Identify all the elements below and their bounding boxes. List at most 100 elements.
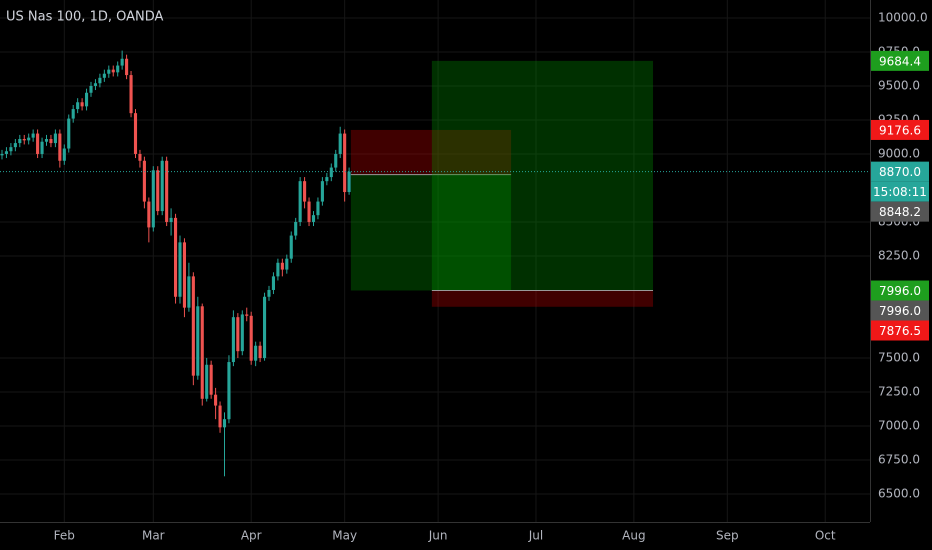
x-tick-label: Sep — [716, 529, 739, 543]
price-badge — [871, 280, 929, 301]
price-badge-label: 8848.2 — [879, 205, 921, 219]
candle-body — [169, 217, 173, 222]
candle-body — [49, 139, 53, 144]
x-tick-label: Aug — [622, 529, 645, 543]
candle-body — [129, 75, 133, 114]
candle-body — [316, 201, 320, 216]
candle-body — [178, 242, 182, 297]
grid — [0, 0, 870, 522]
candle-body — [93, 83, 98, 86]
x-tick-label: Mar — [142, 529, 165, 543]
candle-body — [196, 306, 200, 376]
candle-body — [173, 217, 178, 297]
candle-body — [329, 167, 333, 178]
y-tick-label: 7250.0 — [878, 384, 920, 398]
candle-body — [325, 177, 329, 182]
candle-body — [240, 314, 244, 352]
x-tick-label: Jul — [528, 529, 543, 543]
axes: 10000.09750.09500.09250.09000.08500.0825… — [54, 10, 929, 543]
candle-body — [44, 139, 49, 142]
price-badge-label: 9684.4 — [879, 54, 921, 68]
candle-body — [116, 65, 120, 73]
candle-body — [218, 405, 222, 428]
price-badge — [871, 320, 929, 341]
candle-body — [62, 148, 66, 161]
candle-body — [303, 181, 307, 202]
candle-body — [182, 242, 187, 308]
candle-body — [343, 133, 347, 193]
candle-body — [205, 364, 209, 399]
positions — [350, 60, 654, 307]
candles — [0, 50, 870, 477]
candle-body — [18, 139, 22, 144]
y-tick-label: 9000.0 — [878, 146, 920, 160]
price-badge-label: 15:08:11 — [873, 185, 927, 199]
price-badge — [871, 300, 929, 321]
candle-body — [0, 153, 4, 156]
candle-body — [285, 258, 289, 270]
candle-body — [227, 362, 231, 420]
target-zone — [350, 174, 512, 291]
candle-body — [200, 306, 204, 399]
price-badge — [871, 119, 929, 140]
x-tick-label: Feb — [54, 529, 75, 543]
candle-body — [80, 102, 84, 107]
candle-body — [214, 394, 218, 406]
candle-body — [76, 102, 80, 110]
candle-body — [160, 160, 164, 212]
candle-body — [71, 109, 75, 119]
price-badge-label: 9176.6 — [879, 123, 921, 137]
candle-body — [267, 289, 271, 297]
candle-body — [120, 58, 124, 66]
stop-zone — [350, 129, 512, 175]
candle-body — [249, 315, 253, 361]
candle-body — [84, 92, 89, 107]
candle-body — [13, 143, 17, 148]
candle-body — [338, 133, 342, 154]
candle-body — [27, 137, 31, 141]
price-badge-label: 7996.0 — [879, 304, 921, 318]
candle-body — [311, 215, 316, 222]
candle-body — [209, 364, 213, 395]
y-tick-label: 10000.0 — [878, 10, 928, 24]
candle-body — [320, 181, 324, 202]
candle-body — [67, 118, 71, 149]
candle-body — [53, 133, 57, 144]
x-tick-label: May — [332, 529, 357, 543]
candle-body — [294, 221, 298, 236]
price-badge-label: 7876.5 — [879, 324, 921, 338]
price-badge — [871, 161, 929, 182]
candle-body — [111, 69, 115, 73]
candle-body — [258, 345, 262, 358]
candle-body — [271, 276, 276, 290]
candle-body — [151, 170, 155, 228]
candle-body — [22, 139, 26, 141]
y-tick-label: 8250.0 — [878, 248, 920, 262]
price-badge — [871, 50, 929, 71]
target-zone — [431, 60, 654, 291]
candle-body — [231, 317, 235, 363]
candle-body — [165, 160, 169, 222]
candle-body — [98, 77, 102, 84]
candle-body — [156, 170, 160, 212]
candle-body — [307, 201, 311, 222]
price-badge-label: 8870.0 — [879, 165, 921, 179]
candle-body — [276, 262, 280, 277]
price-badge-label: 7996.0 — [879, 284, 921, 298]
candle-body — [236, 317, 240, 352]
y-tick-label: 7000.0 — [878, 418, 920, 432]
chart-title: US Nas 100, 1D, OANDA — [6, 10, 164, 25]
candle-body — [31, 133, 35, 138]
candle-body — [36, 133, 40, 154]
candle-body — [102, 73, 106, 78]
candle-body — [187, 276, 191, 308]
candle-body — [125, 58, 129, 76]
x-tick-label: Oct — [815, 529, 836, 543]
candle-body — [147, 201, 151, 228]
x-tick-label: Apr — [241, 529, 262, 543]
candle-body — [245, 314, 249, 316]
candle-body — [347, 171, 351, 193]
price-badge — [871, 201, 929, 222]
